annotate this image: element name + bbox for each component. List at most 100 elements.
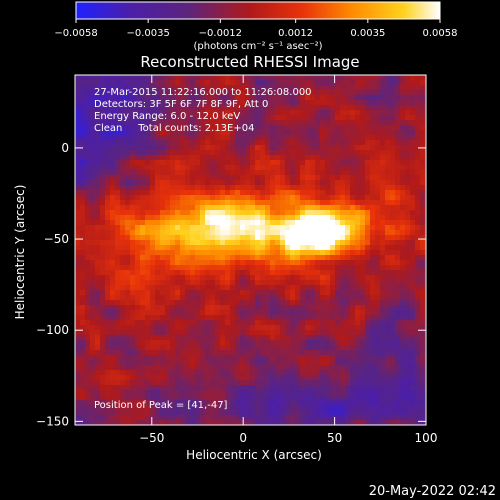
- heatmap-cell: [365, 300, 371, 306]
- heatmap-cell: [120, 265, 126, 271]
- heatmap-cell: [110, 220, 116, 226]
- heatmap-cell: [150, 95, 156, 101]
- heatmap-cell: [420, 265, 426, 271]
- heatmap-cell: [375, 390, 381, 396]
- heatmap-cell: [135, 355, 141, 361]
- heatmap-cell: [275, 115, 281, 121]
- heatmap-cell: [375, 295, 381, 301]
- heatmap-cell: [270, 155, 276, 161]
- heatmap-cell: [280, 285, 286, 291]
- heatmap-cell: [260, 105, 266, 111]
- heatmap-cell: [420, 350, 426, 356]
- heatmap-cell: [295, 240, 301, 246]
- heatmap-cell: [250, 410, 256, 416]
- heatmap-cell: [95, 210, 101, 216]
- heatmap-cell: [115, 290, 121, 296]
- heatmap-cell: [320, 125, 326, 131]
- heatmap-cell: [200, 305, 206, 311]
- heatmap-cell: [295, 230, 301, 236]
- heatmap-cell: [245, 280, 251, 286]
- heatmap-cell: [185, 345, 191, 351]
- heatmap-cell: [245, 295, 251, 301]
- heatmap-cell: [345, 165, 351, 171]
- heatmap-cell: [300, 380, 306, 386]
- heatmap-cell: [200, 395, 206, 401]
- heatmap-cell: [395, 90, 401, 96]
- heatmap-cell: [310, 100, 316, 106]
- heatmap-cell: [280, 150, 286, 156]
- heatmap-cell: [350, 95, 356, 101]
- heatmap-cell: [355, 135, 361, 141]
- heatmap-cell: [155, 95, 161, 101]
- heatmap-cell: [145, 155, 151, 161]
- heatmap-cell: [240, 120, 246, 126]
- heatmap-cell: [380, 235, 386, 241]
- heatmap-cell: [310, 255, 316, 261]
- heatmap-cell: [280, 405, 286, 411]
- heatmap-cell: [360, 335, 366, 341]
- heatmap-cell: [400, 310, 406, 316]
- heatmap-cell: [135, 295, 141, 301]
- heatmap-cell: [235, 285, 241, 291]
- heatmap-cell: [105, 75, 111, 81]
- heatmap-cell: [95, 395, 101, 401]
- heatmap-cell: [135, 160, 141, 166]
- heatmap-cell: [380, 180, 386, 186]
- heatmap-cell: [240, 295, 246, 301]
- heatmap-cell: [295, 305, 301, 311]
- heatmap-cell: [300, 125, 306, 131]
- heatmap-cell: [275, 345, 281, 351]
- heatmap-cell: [310, 240, 316, 246]
- heatmap-cell: [285, 380, 291, 386]
- heatmap-cell: [175, 145, 181, 151]
- heatmap-cell: [180, 420, 186, 426]
- heatmap-cell: [175, 250, 181, 256]
- heatmap-cell: [330, 220, 336, 226]
- heatmap-cell: [315, 170, 321, 176]
- heatmap-cell: [360, 340, 366, 346]
- heatmap-cell: [285, 90, 291, 96]
- heatmap-cell: [175, 360, 181, 366]
- heatmap-cell: [75, 215, 81, 221]
- heatmap-cell: [310, 345, 316, 351]
- heatmap-cell: [125, 340, 131, 346]
- heatmap-cell: [375, 340, 381, 346]
- heatmap-cell: [140, 165, 146, 171]
- heatmap-cell: [355, 340, 361, 346]
- heatmap-cell: [285, 420, 291, 426]
- heatmap-cell: [195, 385, 201, 391]
- heatmap-cell: [115, 365, 121, 371]
- heatmap-cell: [320, 105, 326, 111]
- heatmap-cell: [350, 145, 356, 151]
- heatmap-cell: [205, 240, 211, 246]
- heatmap-cell: [390, 280, 396, 286]
- heatmap-cell: [100, 370, 106, 376]
- heatmap-cell: [360, 250, 366, 256]
- heatmap-cell: [380, 160, 386, 166]
- heatmap-cell: [415, 115, 421, 121]
- heatmap-cell: [90, 125, 96, 131]
- heatmap-cell: [230, 210, 236, 216]
- heatmap-cell: [100, 285, 106, 291]
- heatmap-cell: [350, 100, 356, 106]
- heatmap-cell: [295, 165, 301, 171]
- heatmap-cell: [290, 270, 296, 276]
- heatmap-cell: [275, 265, 281, 271]
- heatmap-cell: [300, 175, 306, 181]
- heatmap-cell: [265, 390, 271, 396]
- heatmap-cell: [95, 170, 101, 176]
- heatmap-cell: [90, 100, 96, 106]
- heatmap-cell: [305, 335, 311, 341]
- heatmap-cell: [220, 420, 226, 426]
- heatmap-cell: [90, 325, 96, 331]
- heatmap-cell: [335, 240, 341, 246]
- heatmap-cell: [190, 105, 196, 111]
- heatmap-cell: [220, 240, 226, 246]
- heatmap-cell: [265, 350, 271, 356]
- heatmap-cell: [335, 420, 341, 426]
- heatmap-cell: [165, 205, 171, 211]
- heatmap-cell: [245, 95, 251, 101]
- heatmap-cell: [315, 415, 321, 421]
- heatmap-cell: [160, 260, 166, 266]
- heatmap-cell: [265, 285, 271, 291]
